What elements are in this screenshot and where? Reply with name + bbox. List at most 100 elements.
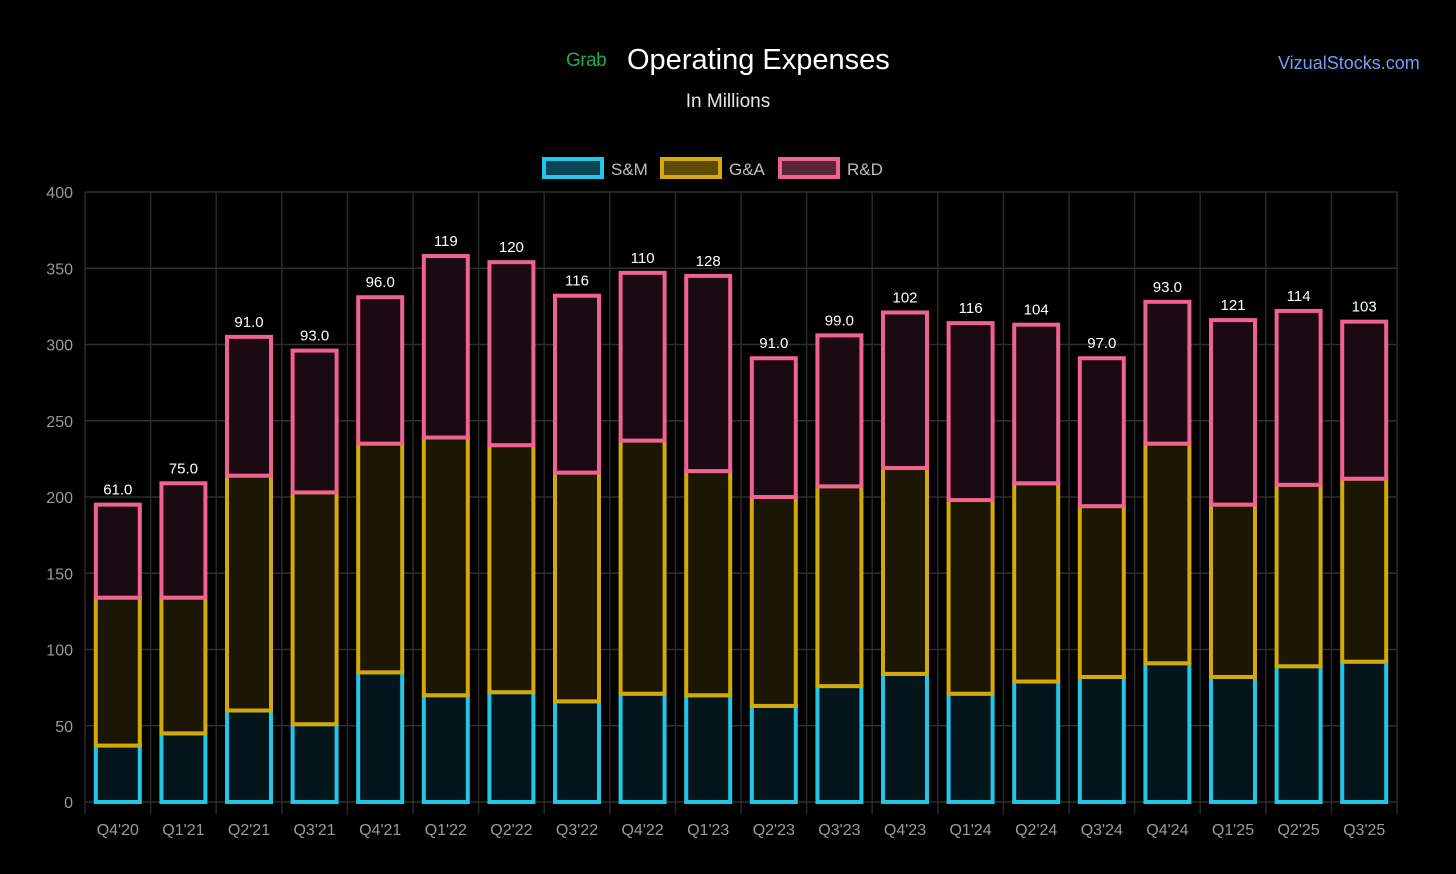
bar-ga — [618, 438, 667, 696]
chart-subtitle: In Millions — [685, 91, 771, 112]
data-label: 120 — [499, 239, 524, 256]
bar-rd — [421, 254, 470, 440]
legend-swatch — [542, 157, 604, 179]
bar-sm — [290, 722, 339, 804]
data-label: 75.0 — [169, 460, 198, 477]
bar-rd — [684, 273, 733, 474]
bar-ga — [1340, 476, 1389, 664]
legend-swatch — [778, 157, 840, 179]
bar-rd — [749, 356, 798, 499]
bar-sm — [1340, 659, 1389, 805]
bar-rd — [159, 481, 208, 600]
bar-sm — [553, 699, 601, 804]
y-tick-label: 150 — [46, 566, 73, 583]
x-tick-label: Q4'24 — [1146, 822, 1188, 839]
bar-sm — [618, 691, 667, 804]
x-tick-label: Q3'25 — [1343, 822, 1385, 839]
y-tick-label: 200 — [46, 490, 73, 507]
bar-rd — [356, 295, 405, 446]
bar-ga — [815, 484, 864, 689]
bar-sm — [881, 671, 929, 805]
bar-ga — [946, 498, 995, 696]
data-label: 119 — [434, 233, 458, 250]
x-tick-label: Q1'25 — [1212, 822, 1254, 839]
x-tick-label: Q2'25 — [1277, 822, 1319, 839]
data-label: 121 — [1220, 297, 1245, 314]
bar-rd — [487, 260, 536, 448]
bar-rd — [1143, 299, 1192, 446]
bar-sm — [749, 703, 798, 804]
data-label: 91.0 — [234, 314, 263, 331]
bar-rd — [881, 310, 929, 471]
bar-rd — [946, 321, 995, 503]
bar-ga — [1077, 504, 1126, 679]
legend-swatch — [660, 157, 722, 179]
data-label: 104 — [1024, 302, 1049, 319]
legend-label: S&M — [611, 160, 648, 179]
bar-ga — [225, 473, 273, 713]
site-link[interactable]: VizualStocks.com — [1278, 53, 1420, 73]
x-tick-label: Q1'24 — [949, 822, 991, 839]
bar-ga — [159, 595, 208, 736]
bar-ga — [553, 470, 601, 704]
y-tick-label: 300 — [46, 338, 73, 355]
data-label: 114 — [1287, 288, 1311, 305]
data-label: 97.0 — [1087, 335, 1116, 352]
x-tick-label: Q4'20 — [97, 822, 139, 839]
data-label: 116 — [959, 300, 983, 317]
data-label: 128 — [696, 253, 721, 270]
bar-sm — [1274, 664, 1323, 805]
bar-rd — [553, 293, 601, 475]
bar-rd — [1209, 318, 1257, 507]
bar-ga — [684, 469, 733, 698]
data-label: 103 — [1352, 299, 1377, 316]
y-tick-label: 400 — [46, 185, 73, 202]
data-label: 110 — [631, 250, 655, 267]
bar-sm — [815, 684, 864, 804]
bar-ga — [749, 495, 798, 708]
data-label: 93.0 — [300, 328, 329, 345]
bar-ga — [290, 490, 339, 727]
x-tick-label: Q4'22 — [621, 822, 663, 839]
bar-sm — [1077, 674, 1126, 805]
y-tick-label: 100 — [46, 643, 73, 660]
bar-ga — [421, 435, 470, 698]
bar-sm — [356, 670, 405, 804]
bar-rd — [1274, 308, 1323, 487]
bar-rd — [618, 270, 667, 443]
bar-sm — [225, 708, 273, 804]
data-label: 102 — [892, 289, 917, 306]
bar-sm — [487, 690, 536, 805]
x-tick-label: Q1'22 — [425, 822, 467, 839]
legend-label: G&A — [729, 160, 766, 179]
bar-rd — [1012, 322, 1061, 486]
bar-rd — [290, 348, 339, 495]
data-label: 99.0 — [825, 312, 854, 329]
data-label: 93.0 — [1153, 279, 1182, 296]
bar-sm — [1209, 674, 1257, 805]
y-tick-label: 250 — [46, 414, 73, 431]
bar-sm — [684, 693, 733, 804]
x-tick-label: Q4'21 — [359, 822, 401, 839]
bar-sm — [159, 731, 208, 804]
x-tick-label: Q1'23 — [687, 822, 729, 839]
x-tick-label: Q2'21 — [228, 822, 270, 839]
bar-ga — [1274, 482, 1323, 669]
data-label: 116 — [565, 273, 589, 290]
bar-rd — [225, 334, 273, 478]
x-tick-label: Q1'21 — [162, 822, 204, 839]
bar-rd — [1340, 319, 1389, 481]
bar-ga — [1209, 502, 1257, 679]
y-tick-label: 50 — [55, 719, 73, 736]
bar-rd — [1077, 356, 1126, 509]
x-tick-label: Q2'24 — [1015, 822, 1057, 839]
bar-sm — [946, 691, 995, 804]
bar-sm — [421, 693, 470, 804]
bar-sm — [1012, 679, 1061, 805]
bar-ga — [1143, 441, 1192, 666]
bar-sm — [1143, 661, 1192, 804]
bar-sm — [93, 743, 142, 805]
data-label: 91.0 — [759, 335, 788, 352]
x-tick-label: Q3'22 — [556, 822, 598, 839]
